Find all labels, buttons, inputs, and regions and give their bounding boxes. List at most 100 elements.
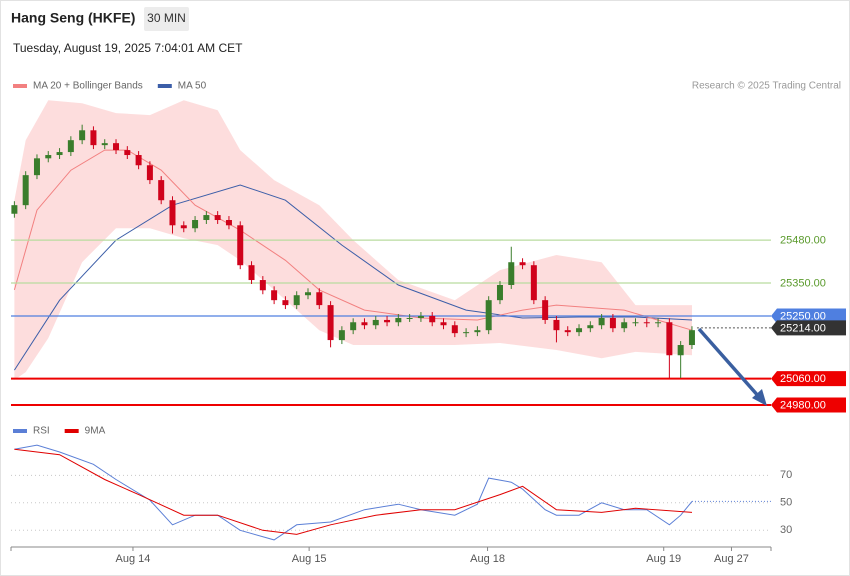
candle-body [688, 330, 695, 346]
y-tick-label: 70 [780, 469, 792, 481]
candle-body [304, 292, 311, 296]
rsi-panel: RSI 9MA 30 50 70 Aug 14 Aug 15 Aug 18 Aug 19 Aug … [10, 426, 792, 565]
candle-body [485, 300, 492, 331]
candle-body [621, 322, 628, 329]
candle-body [429, 315, 436, 323]
candle-body [158, 180, 165, 201]
candle-body [632, 322, 639, 324]
candle-body [643, 322, 650, 324]
candle-body [293, 295, 300, 306]
legend-swatch [13, 429, 27, 433]
candle-body [508, 262, 515, 285]
price-panel: MA 20 + Bollinger Bands MA 50 25480.00 2535… [11, 81, 846, 413]
ma-line [13, 149, 693, 331]
x-tick-label: Aug 15 [292, 553, 327, 565]
candle-body [406, 317, 413, 319]
candle-body [463, 332, 470, 334]
candle-body [440, 322, 447, 326]
level-label: 24980.00 [780, 399, 826, 411]
credit: Research © 2025 Trading Central [692, 81, 841, 92]
candle-body [361, 322, 368, 326]
candle-body [33, 158, 40, 176]
y-tick-label: 30 [780, 524, 792, 536]
rsi-line [14, 448, 693, 535]
arrow-head [752, 389, 767, 406]
legend-label: 9MA [85, 426, 106, 437]
candle-body [417, 315, 424, 318]
candle-body [180, 225, 187, 229]
arrow-shaft [697, 327, 762, 400]
candle-body [395, 317, 402, 323]
candle-body [169, 200, 176, 226]
candle-body [45, 155, 52, 159]
level-label: 25214.00 [780, 322, 826, 334]
legend-label: RSI [33, 426, 50, 437]
candle-body [677, 345, 684, 356]
candle-body [598, 317, 605, 326]
candle-body [338, 330, 345, 341]
candle-body [655, 322, 662, 324]
level-label-box [771, 308, 846, 324]
candle-body [609, 317, 616, 329]
candle-body [135, 155, 142, 166]
candle-body [90, 130, 97, 146]
level-label: 25480.00 [780, 235, 826, 247]
candle-body [587, 325, 594, 329]
candle-body [666, 322, 673, 356]
x-tick-label: Aug 19 [646, 553, 681, 565]
candle-body [530, 265, 537, 301]
x-tick-label: Aug 18 [470, 553, 505, 565]
x-tick-label: Aug 27 [714, 553, 749, 565]
legend-swatch [64, 429, 79, 433]
candle-body [113, 143, 120, 151]
candle-body [474, 330, 481, 333]
candle-body [11, 205, 18, 214]
candle-body [496, 284, 503, 301]
candle-body [237, 225, 244, 266]
legend-swatch [157, 84, 172, 88]
candle-body [451, 325, 458, 334]
candle-body [203, 215, 210, 221]
candle-body [282, 300, 289, 306]
candle-body [519, 262, 526, 266]
candle-body [124, 150, 131, 156]
level-label: 25060.00 [780, 373, 826, 385]
x-tick-label: Aug 14 [116, 553, 151, 565]
candle-body [553, 319, 560, 331]
legend-swatch [13, 84, 27, 88]
level-label-box [771, 320, 846, 336]
title: Hang Seng (HKFE) [11, 10, 135, 26]
candle-body [271, 290, 278, 301]
candle-body [192, 220, 199, 229]
candle-body [372, 319, 379, 326]
candle-body [384, 319, 391, 323]
candle-body [576, 328, 583, 333]
level-label: 25250.00 [780, 310, 826, 322]
legend-label: MA 20 + Bollinger Bands [33, 81, 143, 92]
candle-body [146, 165, 153, 181]
level-label: 25350.00 [780, 277, 826, 289]
candle-body [327, 305, 334, 341]
candle-body [248, 265, 255, 281]
candle-body [225, 220, 232, 226]
level-label-box [771, 371, 846, 387]
candle-body [542, 300, 549, 320]
timestamp: Tuesday, August 19, 2025 7:04:01 AM CET [13, 41, 243, 55]
candle-body [56, 152, 63, 156]
candle-body [350, 322, 357, 331]
candle-body [316, 292, 323, 306]
y-tick-label: 50 [780, 497, 792, 509]
legend-label: MA 50 [178, 81, 207, 92]
candle-body [214, 215, 221, 221]
candle-body [564, 330, 571, 333]
candle-body [101, 143, 108, 146]
candle-body [67, 140, 74, 153]
candle-body [79, 130, 86, 141]
candle-body [259, 280, 266, 291]
forecast-arrow [697, 327, 767, 406]
interval-box[interactable] [144, 7, 189, 31]
interval[interactable]: 30 MIN [147, 11, 186, 25]
level-label-box [771, 397, 846, 413]
